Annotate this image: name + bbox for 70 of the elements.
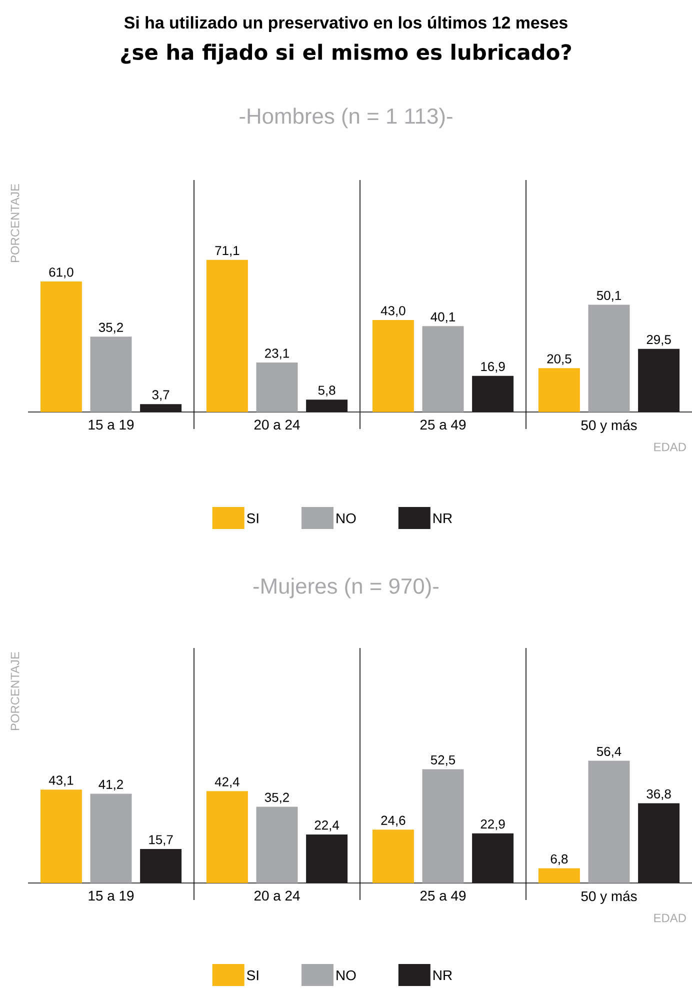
legend-label: NR	[434, 513, 452, 524]
data-label: 41,2	[98, 780, 123, 790]
data-label: 61,0	[49, 268, 74, 278]
bar	[206, 791, 248, 883]
x-tick-label: 20 a 24	[254, 890, 300, 901]
bar	[206, 260, 248, 412]
chart-title: -Mujeres (n = 970)-	[253, 578, 438, 598]
bar	[638, 803, 680, 883]
bar	[40, 790, 82, 883]
text: -Hombres (n = 1 113)-	[240, 108, 452, 128]
x-tick-label: 50 y más	[581, 420, 637, 433]
data-label: 23,1	[265, 348, 289, 360]
data-label: 3,7	[152, 390, 170, 401]
data-label: 36,8	[646, 789, 671, 800]
data-label: 35,2	[264, 792, 289, 804]
data-label: 15,7	[149, 835, 173, 846]
legend-label: SI	[246, 513, 258, 524]
data-label: 6,8	[550, 854, 568, 866]
x-tick-label: 15 a 19	[88, 890, 134, 901]
x-tick-label: 20 a 24	[254, 420, 300, 430]
data-label: 5,8	[318, 386, 336, 396]
data-label: 22,9	[480, 819, 505, 830]
bar	[372, 320, 414, 412]
bar	[422, 326, 464, 412]
bar	[90, 336, 132, 412]
data-label: 35,2	[98, 322, 123, 334]
bar	[306, 400, 348, 412]
bar	[588, 304, 630, 412]
x-tick-label: 15 a 19	[88, 420, 134, 430]
legend-label: NO	[336, 970, 356, 980]
legend-label: SI	[246, 970, 258, 980]
y-axis-title: PORCENTAJE	[10, 184, 20, 262]
data-label: 43,1	[48, 776, 74, 786]
data-label: 29,5	[646, 334, 671, 346]
data-label: 50,1	[596, 290, 621, 302]
bar	[140, 404, 182, 412]
data-label: 52,5	[430, 755, 456, 766]
bar	[90, 794, 132, 883]
bar	[140, 848, 182, 883]
bar	[588, 760, 630, 883]
legend-label: NO	[336, 513, 356, 524]
data-label: 56,4	[596, 746, 622, 758]
x-axis-title: EDAD	[654, 914, 686, 922]
bar	[256, 806, 298, 883]
x-axis-title: EDAD	[654, 442, 686, 452]
data-label: 71,1	[215, 246, 240, 257]
data-label: 22,4	[314, 820, 340, 832]
bar	[306, 834, 348, 883]
data-label: 20,5	[547, 354, 572, 365]
bar	[472, 376, 514, 412]
bar	[538, 368, 580, 412]
data-label: 16,9	[481, 362, 505, 373]
y-axis-title: PORCENTAJE	[10, 652, 20, 730]
chart-subtitle: ¿se ha fijado si el mismo es lubricado?	[121, 44, 571, 64]
x-tick-label: 50 y más	[581, 890, 637, 904]
x-tick-label: 25 a 49	[420, 890, 466, 901]
x-tick-label: 25 a 49	[420, 420, 466, 430]
bar	[256, 362, 298, 412]
bar	[472, 833, 514, 883]
bar	[422, 769, 464, 883]
legend-label: NR	[434, 970, 452, 980]
chart-title: Si ha utilizado un preservativo en los últimos 12 meses	[124, 16, 568, 32]
bar	[40, 281, 82, 412]
data-label: 40,1	[430, 312, 455, 323]
bar	[372, 830, 414, 883]
bar	[538, 868, 580, 883]
bar	[638, 348, 680, 412]
data-label: 43,0	[380, 306, 406, 317]
data-label: 42,4	[214, 777, 240, 788]
data-label: 24,6	[381, 816, 406, 826]
